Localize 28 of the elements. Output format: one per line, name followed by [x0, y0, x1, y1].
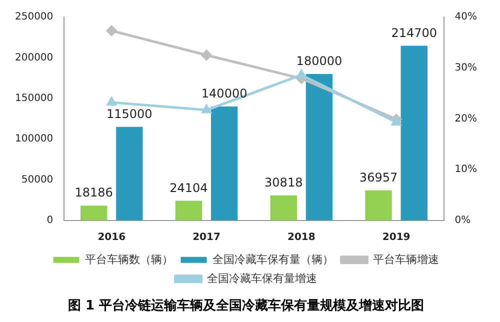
- y-tick-label: 0: [46, 214, 54, 226]
- y-tick-label: 200000: [14, 52, 54, 64]
- y-tick-label: 100000: [14, 134, 54, 145]
- data-label: 30818: [264, 175, 303, 190]
- data-label: 214700: [391, 26, 438, 40]
- x-tick-label: 2017: [192, 232, 220, 243]
- y-tick-label: 150000: [14, 92, 54, 104]
- data-label: 18186: [74, 186, 113, 200]
- y2-tick-label: 20%: [454, 113, 478, 124]
- y2-tick-label: 10%: [454, 164, 478, 176]
- legend-label: 全国冷藏车保有量（辆）: [212, 252, 334, 266]
- data-label: 24104: [170, 180, 208, 195]
- data-label: 140000: [201, 86, 248, 101]
- y-tick-label: 50000: [21, 174, 54, 186]
- y-tick-label: 250000: [14, 12, 54, 23]
- x-tick-label: 2018: [288, 232, 316, 243]
- data-label: 115000: [106, 106, 152, 121]
- y2-tick-label: 40%: [454, 12, 478, 23]
- text: 图 1 平台冷链运输车辆及全国冷藏车保有量规模及增速对比图: [68, 298, 424, 314]
- data-label: 180000: [296, 54, 342, 68]
- y2-tick-label: 0%: [454, 214, 471, 226]
- legend-label: 平台车辆数（辆）: [84, 252, 173, 266]
- data-label: 36957: [359, 170, 398, 184]
- x-tick-label: 2016: [98, 232, 126, 243]
- legend-label: 平台车辆增速: [372, 252, 439, 266]
- y2-tick-label: 30%: [454, 62, 478, 74]
- legend-label: 全国冷藏车保有量增速: [206, 272, 317, 285]
- x-tick-label: 2019: [382, 232, 410, 243]
